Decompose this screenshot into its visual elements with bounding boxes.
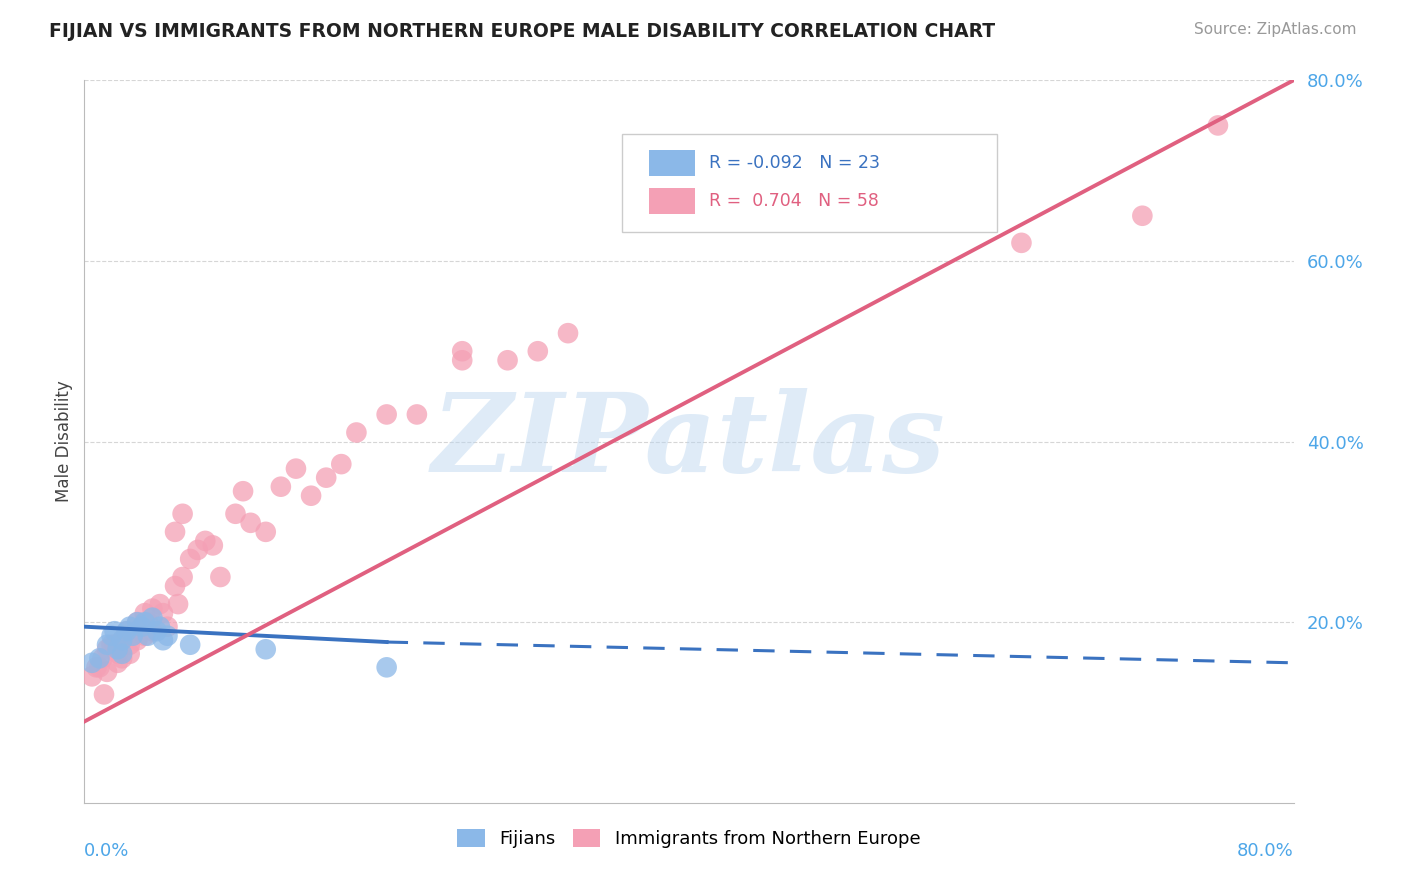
Point xyxy=(496,353,519,368)
Point xyxy=(121,629,143,643)
Point xyxy=(179,552,201,566)
Point xyxy=(141,610,163,624)
FancyBboxPatch shape xyxy=(650,151,695,177)
Point xyxy=(209,570,232,584)
Point xyxy=(225,507,247,521)
Point xyxy=(96,638,118,652)
Point xyxy=(96,665,118,679)
Point xyxy=(167,597,190,611)
Point xyxy=(127,615,149,630)
Point xyxy=(270,480,292,494)
Point xyxy=(156,629,179,643)
Text: ZIPatlas: ZIPatlas xyxy=(432,388,946,495)
Point xyxy=(557,326,579,340)
Point xyxy=(111,633,134,648)
Point xyxy=(187,542,209,557)
Point xyxy=(93,687,115,701)
Point xyxy=(201,538,224,552)
Text: Source: ZipAtlas.com: Source: ZipAtlas.com xyxy=(1194,22,1357,37)
Point xyxy=(315,471,337,485)
Point xyxy=(451,344,474,359)
Point xyxy=(121,629,143,643)
Point xyxy=(375,660,398,674)
Point xyxy=(232,484,254,499)
Legend: Fijians, Immigrants from Northern Europe: Fijians, Immigrants from Northern Europe xyxy=(450,822,928,855)
Point xyxy=(451,353,474,368)
Point xyxy=(239,516,262,530)
Point xyxy=(127,615,149,630)
Point xyxy=(254,642,277,657)
Point xyxy=(406,408,429,422)
Point xyxy=(141,624,163,639)
Point xyxy=(86,660,108,674)
Point xyxy=(100,638,122,652)
Point xyxy=(527,344,550,359)
Point xyxy=(254,524,277,539)
Point xyxy=(107,642,129,657)
Point xyxy=(134,606,156,620)
FancyBboxPatch shape xyxy=(650,188,695,214)
Point xyxy=(134,629,156,643)
Point xyxy=(111,647,134,661)
Point xyxy=(107,647,129,661)
Point xyxy=(118,647,141,661)
Point xyxy=(96,642,118,657)
Point xyxy=(172,507,194,521)
Point xyxy=(136,629,159,643)
Point xyxy=(111,651,134,665)
Point xyxy=(165,524,187,539)
Point xyxy=(299,489,322,503)
Point xyxy=(152,633,174,648)
Point xyxy=(1206,119,1229,133)
Text: 0.0%: 0.0% xyxy=(84,842,129,860)
Point xyxy=(118,638,141,652)
Point xyxy=(131,620,153,634)
Point xyxy=(285,461,308,475)
Point xyxy=(91,651,114,665)
Text: FIJIAN VS IMMIGRANTS FROM NORTHERN EUROPE MALE DISABILITY CORRELATION CHART: FIJIAN VS IMMIGRANTS FROM NORTHERN EUROP… xyxy=(49,22,995,41)
Point xyxy=(127,633,149,648)
Point xyxy=(100,629,122,643)
Point xyxy=(134,615,156,630)
Point xyxy=(115,624,138,639)
Text: R =  0.704   N = 58: R = 0.704 N = 58 xyxy=(710,192,879,210)
Point xyxy=(80,656,103,670)
Point xyxy=(80,669,103,683)
Point xyxy=(89,660,111,674)
Text: 80.0%: 80.0% xyxy=(1237,842,1294,860)
Point xyxy=(118,620,141,634)
Point xyxy=(107,656,129,670)
Point xyxy=(1130,209,1153,223)
FancyBboxPatch shape xyxy=(623,135,997,232)
Point xyxy=(152,606,174,620)
Point xyxy=(1011,235,1033,250)
Point xyxy=(172,570,194,584)
Point xyxy=(156,620,179,634)
Point xyxy=(149,597,172,611)
Point xyxy=(194,533,217,548)
Point xyxy=(375,408,398,422)
Point xyxy=(149,620,172,634)
Point xyxy=(330,457,353,471)
Point xyxy=(146,624,169,639)
Point xyxy=(104,638,127,652)
Point xyxy=(165,579,187,593)
Point xyxy=(179,638,201,652)
Point xyxy=(131,620,153,634)
Point xyxy=(111,633,134,648)
Point xyxy=(115,624,138,639)
Point xyxy=(346,425,368,440)
Y-axis label: Male Disability: Male Disability xyxy=(55,381,73,502)
Point xyxy=(136,615,159,630)
Point xyxy=(104,624,127,639)
Point xyxy=(141,601,163,615)
Point xyxy=(89,651,111,665)
Text: R = -0.092   N = 23: R = -0.092 N = 23 xyxy=(710,154,880,172)
